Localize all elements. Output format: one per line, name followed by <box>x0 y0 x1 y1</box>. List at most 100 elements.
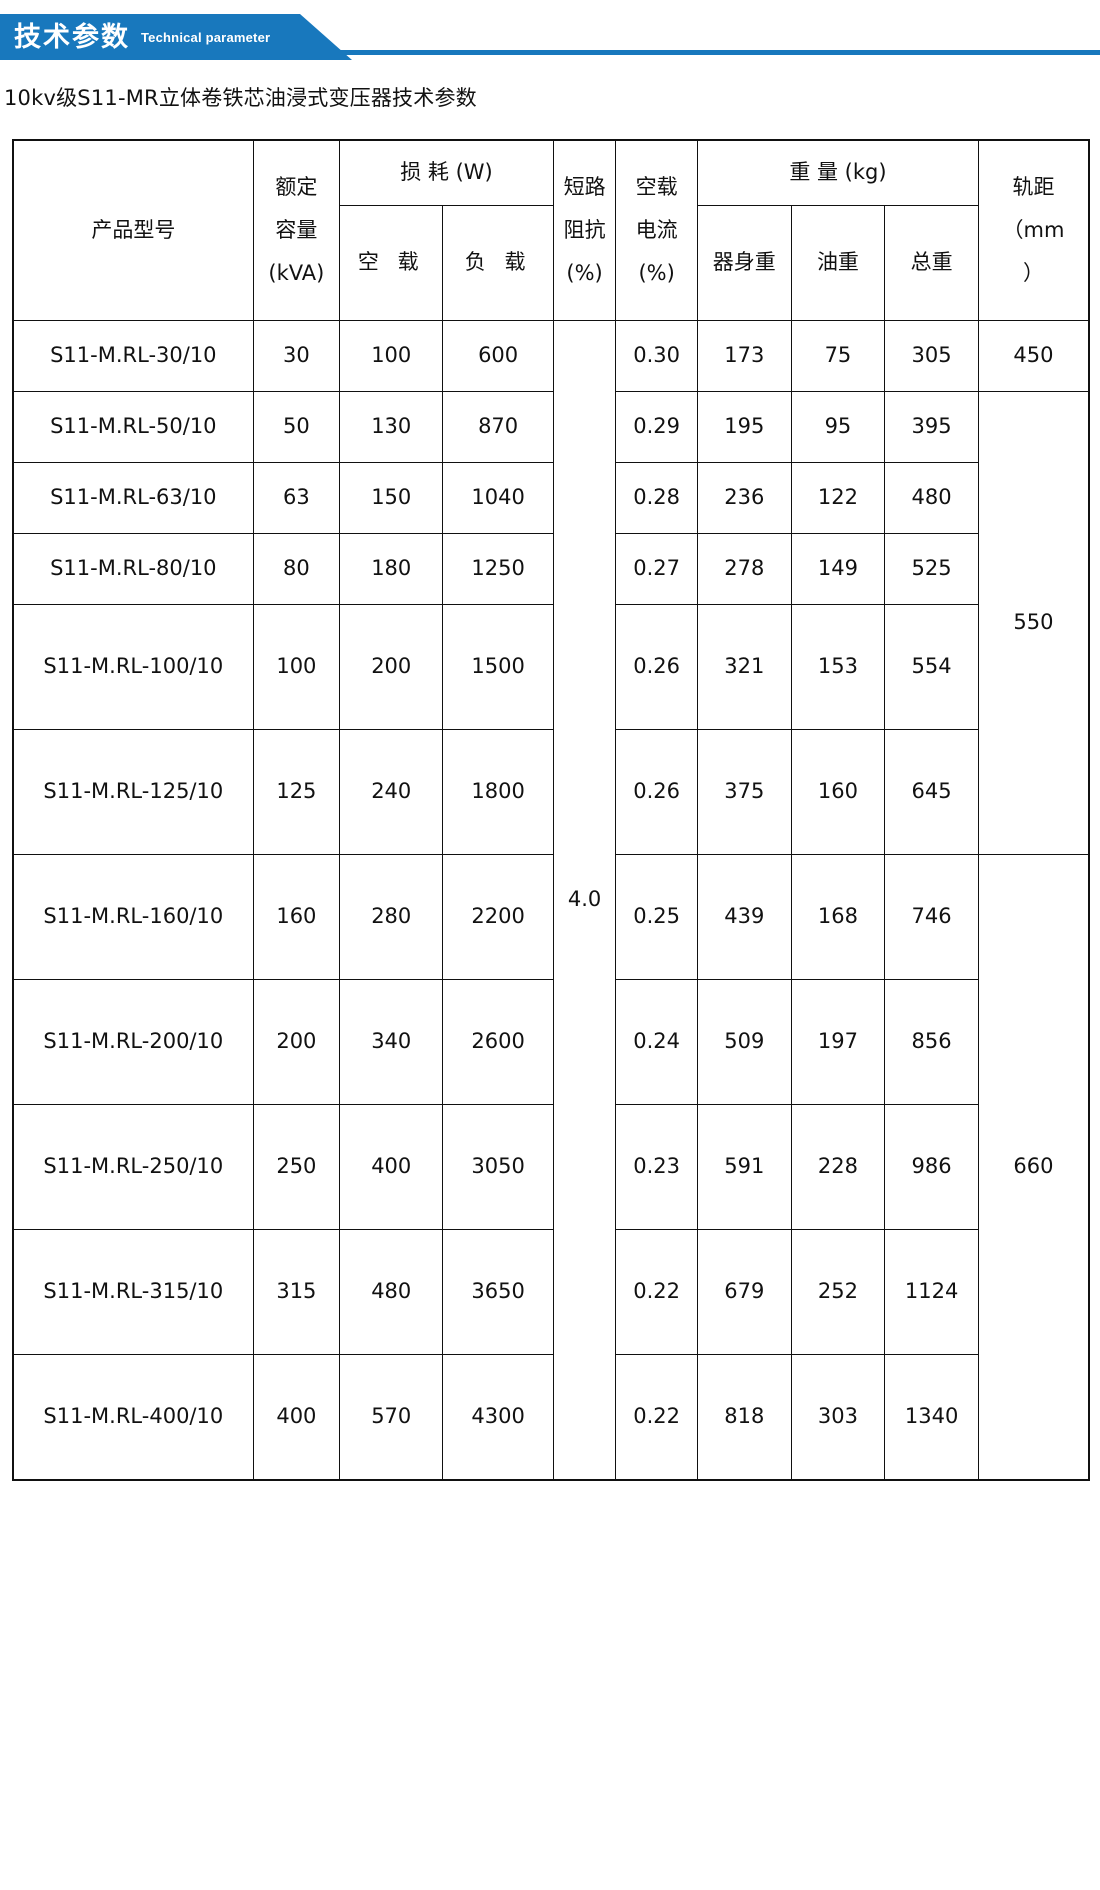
th-weight-total: 总重 <box>884 205 979 322</box>
cell-capacity: 50 <box>252 391 341 464</box>
cell-capacity: 200 <box>252 979 341 1106</box>
cell-load-loss: 1800 <box>442 729 554 856</box>
cell-noload-current: 0.30 <box>615 320 698 393</box>
cell-load-loss: 2600 <box>442 979 554 1106</box>
cell-capacity: 30 <box>252 320 341 393</box>
page-title: 10kv级S11-MR立体卷铁芯油浸式变压器技术参数 <box>4 86 477 110</box>
banner-shape <box>0 14 352 60</box>
cell-model: S11-M.RL-30/10 <box>12 320 254 393</box>
cell-noload-current: 0.25 <box>615 854 698 981</box>
cell-noload-loss: 570 <box>339 1354 444 1481</box>
cell-model: S11-M.RL-50/10 <box>12 391 254 464</box>
th-current-unit: (%) <box>638 261 675 286</box>
cell-weight-oil: 197 <box>790 979 886 1106</box>
section-banner: 技术参数 Technical parameter <box>0 14 1100 60</box>
cell-noload-current: 0.23 <box>615 1104 698 1231</box>
th-capacity-line1: 额定 <box>275 175 318 200</box>
table-row: S11-M.RL-400/10 400 570 4300 0.22 818 303 1340 <box>12 1354 1089 1481</box>
cell-model: S11-M.RL-125/10 <box>12 729 254 856</box>
th-gauge-line2: （mm <box>1002 218 1065 243</box>
cell-weight-oil: 252 <box>790 1229 886 1356</box>
th-capacity-line2: 容量 <box>275 218 318 243</box>
cell-model: S11-M.RL-160/10 <box>12 854 254 981</box>
cell-model: S11-M.RL-63/10 <box>12 462 254 535</box>
cell-load-loss: 1500 <box>442 604 554 731</box>
cell-capacity: 125 <box>252 729 341 856</box>
cell-model: S11-M.RL-100/10 <box>12 604 254 731</box>
th-weight-oil: 油重 <box>790 205 886 322</box>
cell-noload-loss: 480 <box>339 1229 444 1356</box>
banner-rule <box>0 50 1100 55</box>
cell-weight-oil: 75 <box>790 320 886 393</box>
th-gauge: 轨距 （mm ） <box>977 139 1090 322</box>
cell-load-loss: 4300 <box>442 1354 554 1481</box>
table-row: S11-M.RL-100/10 100 200 1500 0.26 321 153 554 <box>12 604 1089 731</box>
cell-weight-body: 818 <box>696 1354 792 1481</box>
cell-noload-current: 0.26 <box>615 604 698 731</box>
cell-model: S11-M.RL-80/10 <box>12 533 254 606</box>
table-head: 产品型号 额定 容量 (kVA) 损 耗 (W) 短路 阻抗 (%) 空载 电 <box>12 139 1090 322</box>
table-row: S11-M.RL-63/10 63 150 1040 0.28 236 122 480 <box>12 462 1089 535</box>
cell-weight-total: 856 <box>884 979 979 1106</box>
cell-load-loss: 2200 <box>442 854 554 981</box>
cell-weight-oil: 95 <box>790 391 886 464</box>
th-weight-group: 重 量 (kg) <box>696 139 979 207</box>
spec-table-wrapper: 产品型号 额定 容量 (kVA) 损 耗 (W) 短路 阻抗 (%) 空载 电 <box>0 139 1100 1482</box>
th-impedance-unit: (%) <box>566 261 603 286</box>
spec-table: 产品型号 额定 容量 (kVA) 损 耗 (W) 短路 阻抗 (%) 空载 电 <box>12 139 1090 1482</box>
table-row: S11-M.RL-80/10 80 180 1250 0.27 278 149 525 <box>12 533 1089 606</box>
cell-capacity: 400 <box>252 1354 341 1481</box>
cell-noload-loss: 280 <box>339 854 444 981</box>
cell-load-loss: 600 <box>442 320 554 393</box>
th-impedance-line2: 阻抗 <box>563 218 606 243</box>
cell-weight-oil: 122 <box>790 462 886 535</box>
cell-noload-current: 0.29 <box>615 391 698 464</box>
cell-weight-oil: 153 <box>790 604 886 731</box>
cell-weight-body: 679 <box>696 1229 792 1356</box>
cell-weight-body: 439 <box>696 854 792 981</box>
cell-weight-body: 173 <box>696 320 792 393</box>
table-row: S11-M.RL-30/10 30 100 600 4.0 0.30 173 75 305 450 <box>12 320 1090 1481</box>
th-loss-load: 负 载 <box>442 205 554 322</box>
th-gauge-line3: ） <box>1022 261 1044 286</box>
table-row: S11-M.RL-125/10 125 240 1800 0.26 375 160 645 <box>12 729 1089 856</box>
cell-noload-current: 0.22 <box>615 1229 698 1356</box>
cell-capacity: 160 <box>252 854 341 981</box>
th-impedance: 短路 阻抗 (%) <box>552 139 617 322</box>
cell-weight-body: 321 <box>696 604 792 731</box>
cell-noload-loss: 340 <box>339 979 444 1106</box>
cell-gauge: 550 <box>977 391 1090 856</box>
cell-weight-total: 1340 <box>884 1354 979 1481</box>
cell-weight-body: 591 <box>696 1104 792 1231</box>
cell-load-loss: 3050 <box>442 1104 554 1231</box>
cell-noload-loss: 100 <box>339 320 444 393</box>
page-root: 技术参数 Technical parameter 10kv级S11-MR立体卷铁… <box>0 14 1100 1890</box>
th-current-line2: 电流 <box>635 218 678 243</box>
cell-weight-total: 986 <box>884 1104 979 1231</box>
th-weight-body: 器身重 <box>696 205 792 322</box>
cell-weight-body: 509 <box>696 979 792 1106</box>
table-row: S11-M.RL-160/10 160 280 2200 0.25 439 168 746 66… <box>12 854 1090 1481</box>
cell-weight-oil: 303 <box>790 1354 886 1481</box>
cell-load-loss: 1250 <box>442 533 554 606</box>
cell-weight-body: 375 <box>696 729 792 856</box>
cell-noload-current: 0.26 <box>615 729 698 856</box>
th-capacity: 额定 容量 (kVA) <box>252 139 341 322</box>
th-loss-noload: 空 载 <box>339 205 444 322</box>
cell-noload-loss: 400 <box>339 1104 444 1231</box>
cell-noload-current: 0.24 <box>615 979 698 1106</box>
th-impedance-line1: 短路 <box>563 175 606 200</box>
cell-capacity: 100 <box>252 604 341 731</box>
cell-capacity: 315 <box>252 1229 341 1356</box>
cell-capacity: 250 <box>252 1104 341 1231</box>
table-row: S11-M.RL-250/10 250 400 3050 0.23 591 228 986 <box>12 1104 1089 1231</box>
cell-weight-total: 645 <box>884 729 979 856</box>
cell-impedance: 4.0 <box>552 320 617 1481</box>
cell-weight-total: 395 <box>884 391 979 464</box>
table-body: S11-M.RL-30/10 30 100 600 4.0 0.30 173 75 305 450… <box>12 320 1090 1481</box>
cell-weight-oil: 149 <box>790 533 886 606</box>
th-model: 产品型号 <box>12 139 254 322</box>
header-row-top: 产品型号 额定 容量 (kVA) 损 耗 (W) 短路 阻抗 (%) 空载 电 <box>12 139 1090 322</box>
table-row: S11-M.RL-200/10 200 340 2600 0.24 509 197 856 <box>12 979 1089 1106</box>
th-capacity-unit: (kVA) <box>268 261 325 286</box>
